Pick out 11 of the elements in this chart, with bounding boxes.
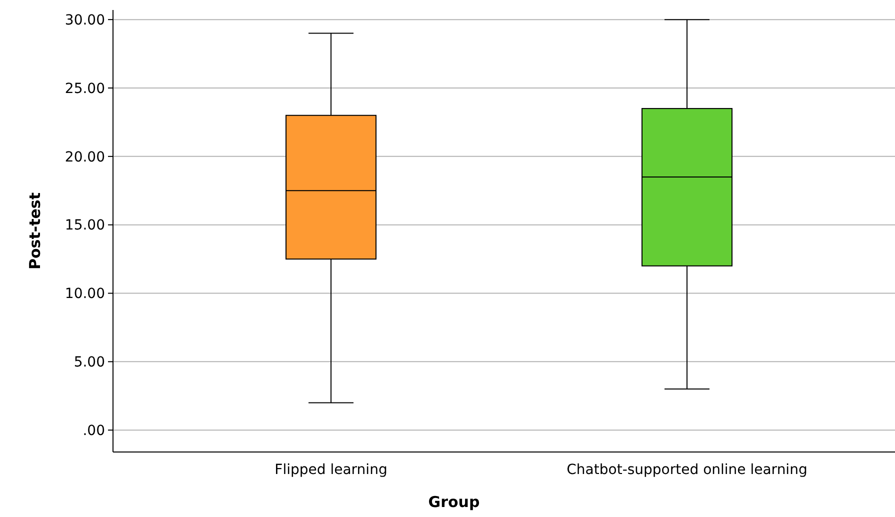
y-axis-title: Post-test (26, 192, 44, 270)
y-tick-label: 30.00 (64, 12, 105, 28)
x-axis-title: Group (428, 493, 480, 511)
y-tick-label: 5.00 (74, 354, 105, 371)
y-tick-label: 10.00 (64, 286, 105, 302)
y-tick-label: .00 (82, 423, 105, 440)
x-tick-label: Chatbot-supported online learning (566, 462, 808, 478)
y-tick-label: 20.00 (64, 149, 105, 166)
y-tick-label: 15.00 (64, 218, 105, 234)
x-tick-label: Flipped learning (274, 462, 388, 478)
y-tick-label: 25.00 (64, 80, 105, 97)
